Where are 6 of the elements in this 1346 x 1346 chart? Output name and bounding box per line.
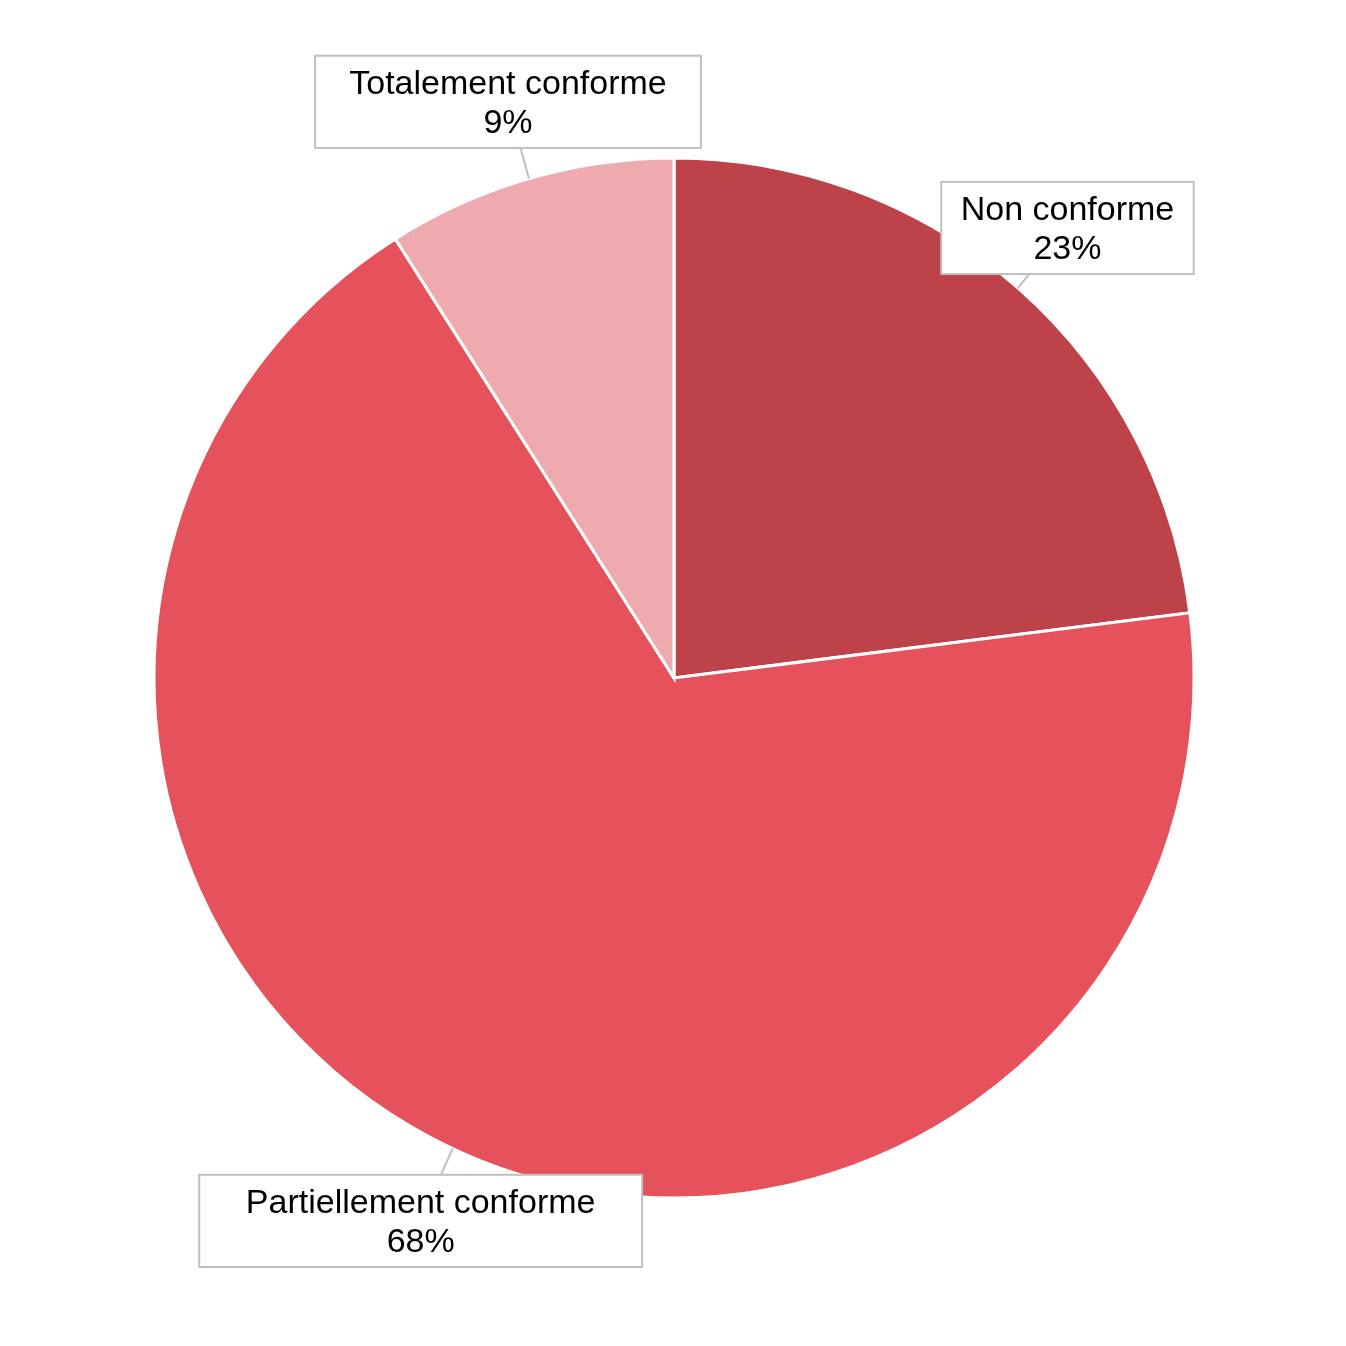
data-label: 68%	[386, 1221, 455, 1260]
slice-label: Totalement conforme	[349, 63, 667, 102]
slice-label: Non conforme	[960, 189, 1175, 228]
slice-label: Partiellement conforme	[245, 1182, 596, 1221]
data-label: 23%	[1033, 228, 1102, 267]
data-label: 9%	[483, 102, 533, 141]
